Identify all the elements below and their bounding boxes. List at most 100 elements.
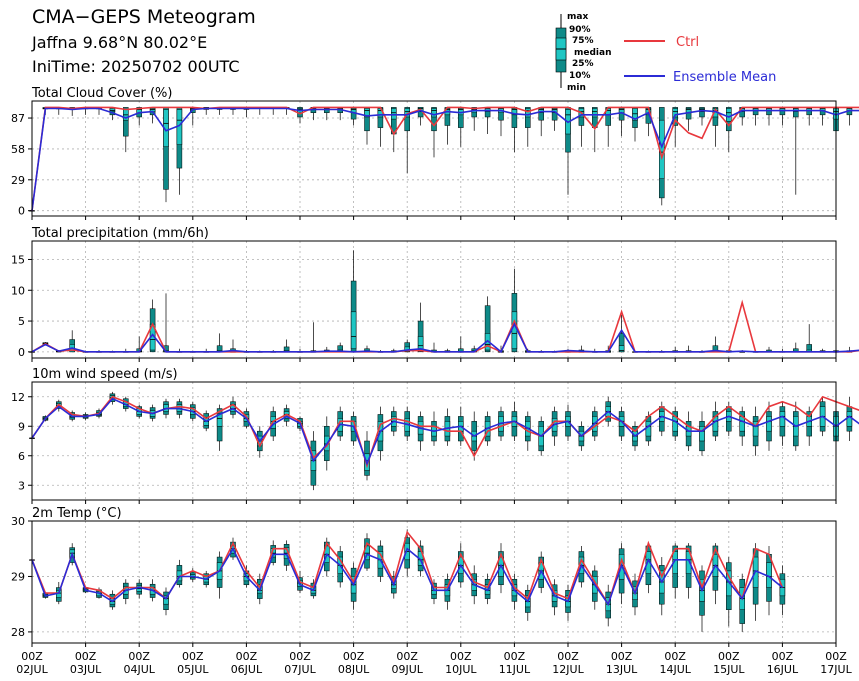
x-tick-date-label: 05JUL xyxy=(177,663,209,676)
box-inner xyxy=(618,345,625,353)
box-inner xyxy=(846,411,853,427)
x-tick-date-label: 12JUL xyxy=(552,663,584,676)
box-inner xyxy=(685,551,692,574)
x-tick-hour-label: 00Z xyxy=(343,650,365,663)
x-tick-hour-label: 00Z xyxy=(21,650,43,663)
legend-box-label: min xyxy=(567,83,586,93)
ctrl-line xyxy=(31,395,859,469)
panel-frame xyxy=(31,520,837,644)
box-inner xyxy=(672,108,678,118)
x-tick-date-label: 09JUL xyxy=(391,663,423,676)
panel-title: Total Cloud Cover (%) xyxy=(31,86,172,101)
x-tick-date-label: 17JUL xyxy=(820,663,852,676)
y-tick-label: 87 xyxy=(11,112,25,125)
box-inner xyxy=(699,426,705,442)
legend-box-label: 10% xyxy=(569,71,591,81)
x-tick-hour-label: 00Z xyxy=(664,650,686,663)
box-inner xyxy=(216,413,223,427)
box-inner xyxy=(752,421,759,437)
x-tick-hour-label: 00Z xyxy=(236,650,258,663)
box-outer xyxy=(525,107,531,128)
box-inner xyxy=(525,108,531,118)
legend-ctrl-label: Ctrl xyxy=(676,35,699,50)
x-tick-hour-label: 00Z xyxy=(504,650,526,663)
x-tick-date-label: 15JUL xyxy=(713,663,745,676)
x-tick-date-label: 10JUL xyxy=(445,663,477,676)
y-tick-label: 15 xyxy=(11,253,25,266)
box-inner xyxy=(109,108,116,112)
box-outer xyxy=(123,107,129,137)
legend-box-label: 90% xyxy=(569,25,591,35)
x-tick-date-label: 04JUL xyxy=(123,663,155,676)
panel-title: Total precipitation (mm/6h) xyxy=(31,226,209,241)
x-tick-hour-label: 00Z xyxy=(396,650,418,663)
box-inner xyxy=(364,108,370,118)
x-tick-hour-label: 00Z xyxy=(611,650,633,663)
x-tick-date-label: 16JUL xyxy=(767,663,799,676)
y-tick-label: 0 xyxy=(18,205,25,218)
panel-frame xyxy=(31,100,837,217)
x-tick-date-label: 14JUL xyxy=(659,663,691,676)
box-inner xyxy=(511,108,518,116)
box-outer xyxy=(431,107,437,132)
box-inner xyxy=(726,570,732,597)
legend-box-label: 75% xyxy=(572,36,594,46)
ensemble-mean-line xyxy=(31,107,859,211)
box-inner xyxy=(645,421,652,437)
y-tick-label: 10 xyxy=(11,284,25,297)
x-tick-date-label: 13JUL xyxy=(606,663,638,676)
y-tick-label: 30 xyxy=(11,515,25,528)
x-tick-date-label: 06JUL xyxy=(231,663,263,676)
box-inner xyxy=(592,108,598,118)
box-inner xyxy=(511,311,518,350)
x-tick-hour-label: 00Z xyxy=(182,650,204,663)
x-tick-hour-label: 00Z xyxy=(75,650,97,663)
ensemble-mean-line xyxy=(31,397,859,466)
box-inner xyxy=(538,108,544,113)
legend-mean-label: Ensemble Mean xyxy=(673,70,776,85)
y-tick-label: 3 xyxy=(18,479,25,492)
y-tick-label: 58 xyxy=(11,143,25,156)
panel-title: 2m Temp (°C) xyxy=(32,506,122,521)
box-outer xyxy=(484,305,491,353)
x-tick-hour-label: 00Z xyxy=(557,650,579,663)
box-inner xyxy=(632,108,638,121)
panel-title: 10m wind speed (m/s) xyxy=(32,367,178,382)
x-tick-date-label: 07JUL xyxy=(284,663,316,676)
ctrl-line xyxy=(31,106,859,211)
x-tick-hour-label: 00Z xyxy=(772,650,794,663)
ensemble-mean-line xyxy=(31,547,783,606)
x-tick-hour-label: 00Z xyxy=(825,650,847,663)
ctrl-line xyxy=(31,299,859,353)
box-inner xyxy=(391,108,397,120)
init-time-label: IniTime: 20250702 00UTC xyxy=(32,57,240,76)
y-tick-label: 5 xyxy=(18,315,25,328)
page-title: CMA−GEPS Meteogram xyxy=(32,6,256,28)
x-tick-hour-label: 00Z xyxy=(128,650,150,663)
box-inner xyxy=(431,108,437,118)
x-tick-hour-label: 00Z xyxy=(289,650,311,663)
box-outer xyxy=(404,107,410,132)
legend-box-label: max xyxy=(567,12,588,22)
y-tick-label: 9 xyxy=(18,420,25,433)
x-tick-date-label: 02JUL xyxy=(16,663,48,676)
box-inner xyxy=(176,109,183,145)
x-tick-date-label: 11JUL xyxy=(499,663,531,676)
y-tick-label: 29 xyxy=(11,174,25,187)
legend-box-label: median xyxy=(574,48,612,58)
x-tick-date-label: 03JUL xyxy=(70,663,102,676)
box-inner xyxy=(163,595,169,605)
box-inner xyxy=(350,311,357,350)
x-tick-hour-label: 00Z xyxy=(450,650,472,663)
y-tick-label: 28 xyxy=(11,626,25,639)
panel-frame xyxy=(31,381,837,501)
y-tick-label: 12 xyxy=(11,391,25,404)
y-tick-label: 0 xyxy=(18,346,25,359)
legend-box-label: 25% xyxy=(572,59,594,69)
y-tick-label: 6 xyxy=(18,450,25,463)
box-inner xyxy=(779,411,786,427)
box-inner xyxy=(766,416,772,432)
box-inner xyxy=(726,108,732,122)
ctrl-line xyxy=(31,530,784,607)
